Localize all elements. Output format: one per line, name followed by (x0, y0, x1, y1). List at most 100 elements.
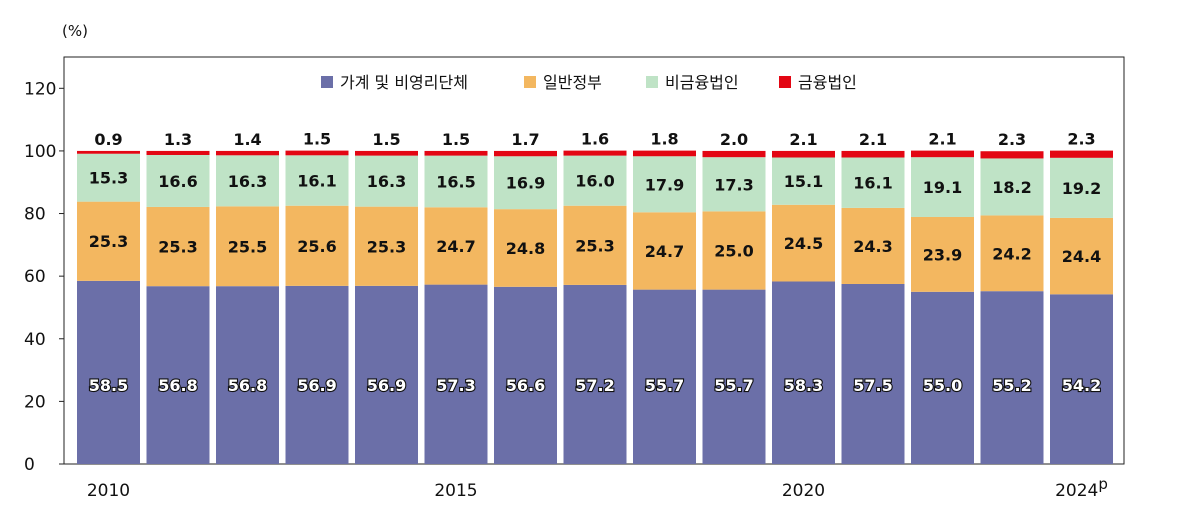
data-label: 1.6 (581, 130, 609, 149)
bar-segment-1 (772, 281, 835, 464)
legend-swatch (779, 76, 791, 88)
data-label: 57.2 (575, 376, 614, 395)
bar-segment-2 (841, 207, 905, 284)
bar-segment-1 (911, 291, 974, 464)
data-label: 55.2 (992, 376, 1031, 395)
bar-segment-4 (702, 150, 766, 158)
x-tick-superscript: p (1098, 475, 1108, 493)
bar-segment-1 (702, 289, 766, 464)
bar-segment-1 (633, 289, 696, 464)
data-label: 24.5 (784, 234, 823, 253)
bar-segment-4 (216, 150, 279, 156)
bar-segment-4 (980, 151, 1044, 159)
data-label: 55.0 (923, 376, 962, 395)
y-tick-label: 120 (24, 79, 56, 99)
data-label: 56.6 (506, 376, 545, 395)
data-label: 25.0 (714, 241, 753, 260)
bar-segment-2 (424, 207, 488, 285)
y-tick-label: 0 (24, 455, 35, 475)
data-label: 25.6 (297, 237, 336, 256)
bar-segment-1 (1050, 294, 1113, 464)
data-label: 1.4 (233, 130, 261, 149)
bar-segment-3 (285, 155, 349, 206)
data-label: 25.5 (228, 237, 267, 256)
data-label: 25.3 (158, 238, 197, 257)
bar-segment-2 (355, 206, 418, 286)
bar-segment-2 (285, 205, 349, 286)
data-label: 25.3 (575, 236, 614, 255)
data-label: 2.0 (720, 130, 748, 149)
data-label: 2.3 (998, 130, 1026, 149)
bar-segment-2 (772, 204, 835, 282)
bar-segment-3 (563, 155, 627, 206)
bar-segment-2 (563, 205, 627, 285)
bar-segment-3 (216, 155, 279, 207)
data-label: 58.3 (784, 376, 823, 395)
data-label: 24.8 (506, 239, 545, 258)
data-label: 19.1 (923, 178, 962, 197)
bar-segment-4 (494, 150, 557, 157)
bar-segment-1 (216, 286, 279, 464)
data-label: 25.3 (367, 237, 406, 256)
y-tick-label: 100 (24, 142, 56, 162)
bar-segment-2 (77, 201, 140, 281)
data-label: 24.7 (645, 242, 684, 261)
bar-segment-3 (702, 157, 766, 212)
data-label: 57.5 (853, 376, 892, 395)
data-label: 1.5 (372, 130, 400, 149)
bar-segment-3 (355, 155, 418, 207)
legend-swatch (321, 76, 333, 88)
data-label: 2.1 (789, 130, 817, 149)
bar-segment-3 (772, 157, 835, 205)
bar-segment-3 (911, 157, 974, 217)
data-label: 16.5 (436, 172, 475, 191)
data-label: 16.9 (506, 174, 545, 193)
data-label: 1.7 (511, 130, 539, 149)
bar-segment-1 (146, 286, 210, 464)
bar-segment-4 (633, 150, 696, 157)
data-label: 57.3 (436, 376, 475, 395)
y-tick-label: 60 (24, 267, 46, 287)
bar-segment-3 (633, 156, 696, 213)
x-tick-label: 2024p (1055, 475, 1108, 501)
bar-segment-1 (563, 284, 627, 464)
legend-swatch (524, 76, 536, 88)
bar-segment-1 (285, 285, 349, 464)
bar-segment-4 (772, 150, 835, 158)
bar-segment-1 (424, 284, 488, 464)
bar-segment-1 (355, 285, 418, 464)
bar-segment-3 (146, 154, 210, 207)
data-label: 2.3 (1067, 130, 1095, 149)
data-label: 19.2 (1062, 179, 1101, 198)
bar-segment-4 (1050, 150, 1113, 158)
data-label: 1.3 (164, 130, 192, 149)
data-label: 16.0 (575, 172, 614, 191)
bar-segment-3 (424, 155, 488, 208)
data-label: 16.1 (297, 172, 336, 191)
data-label: 56.9 (367, 376, 406, 395)
data-label: 24.2 (992, 244, 1031, 263)
data-label: 23.9 (923, 245, 962, 264)
bar-segment-4 (841, 150, 905, 158)
legend-swatch (646, 76, 658, 88)
bar-segment-4 (911, 150, 974, 158)
bar-segment-2 (146, 206, 210, 287)
bar-segment-3 (494, 156, 557, 210)
data-label: 58.5 (89, 376, 128, 395)
data-label: 17.9 (645, 175, 684, 194)
legend-label: 가계 및 비영리단체 (340, 73, 468, 92)
bar-segment-4 (285, 150, 349, 156)
y-tick-label: 80 (24, 205, 46, 225)
data-label: 25.3 (89, 232, 128, 251)
bar-segment-1 (77, 280, 140, 464)
data-label: 55.7 (714, 376, 753, 395)
data-label: 1.5 (442, 130, 470, 149)
bar-segment-4 (146, 150, 210, 155)
data-label: 24.3 (853, 237, 892, 256)
bar-segment-2 (702, 211, 766, 290)
bar-segment-2 (1050, 217, 1113, 295)
bar-segment-1 (980, 291, 1044, 464)
x-tick-label: 2015 (434, 481, 477, 501)
bar-segment-3 (77, 153, 140, 202)
data-label: 15.3 (89, 169, 128, 188)
